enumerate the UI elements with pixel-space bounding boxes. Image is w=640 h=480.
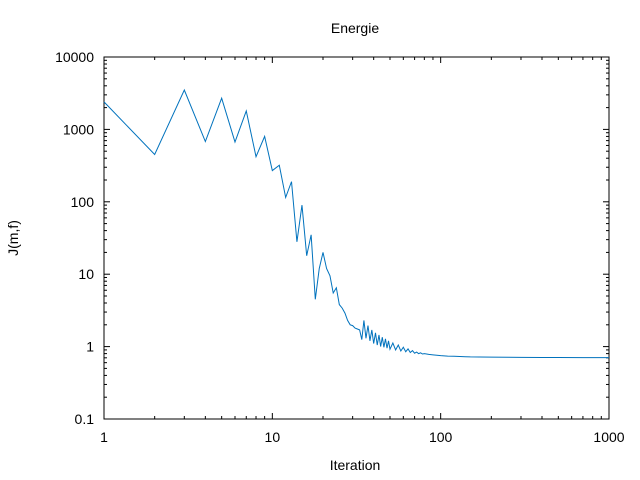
x-tick-label: 10 [265,429,281,445]
x-tick-label: 100 [429,429,453,445]
y-axis-label: J(m,f) [5,220,21,256]
y-tick-label: 1 [86,339,94,355]
x-axis: 1 10 100 1000 [100,57,625,445]
chart-title: Energie [331,20,379,36]
y-tick-label: 10 [78,266,94,282]
x-tick-label: 1000 [593,429,624,445]
y-tick-label: 1000 [63,121,94,137]
x-tick-label: 1 [100,429,108,445]
y-axis: 0.1 1 10 100 1000 10000 [55,49,609,427]
y-tick-label: 100 [71,194,95,210]
series-line [103,88,609,359]
y-tick-label: 10000 [55,49,94,65]
x-axis-label: Iteration [330,457,381,473]
plot-frame [103,56,610,420]
y-tick-label: 0.1 [75,411,95,427]
